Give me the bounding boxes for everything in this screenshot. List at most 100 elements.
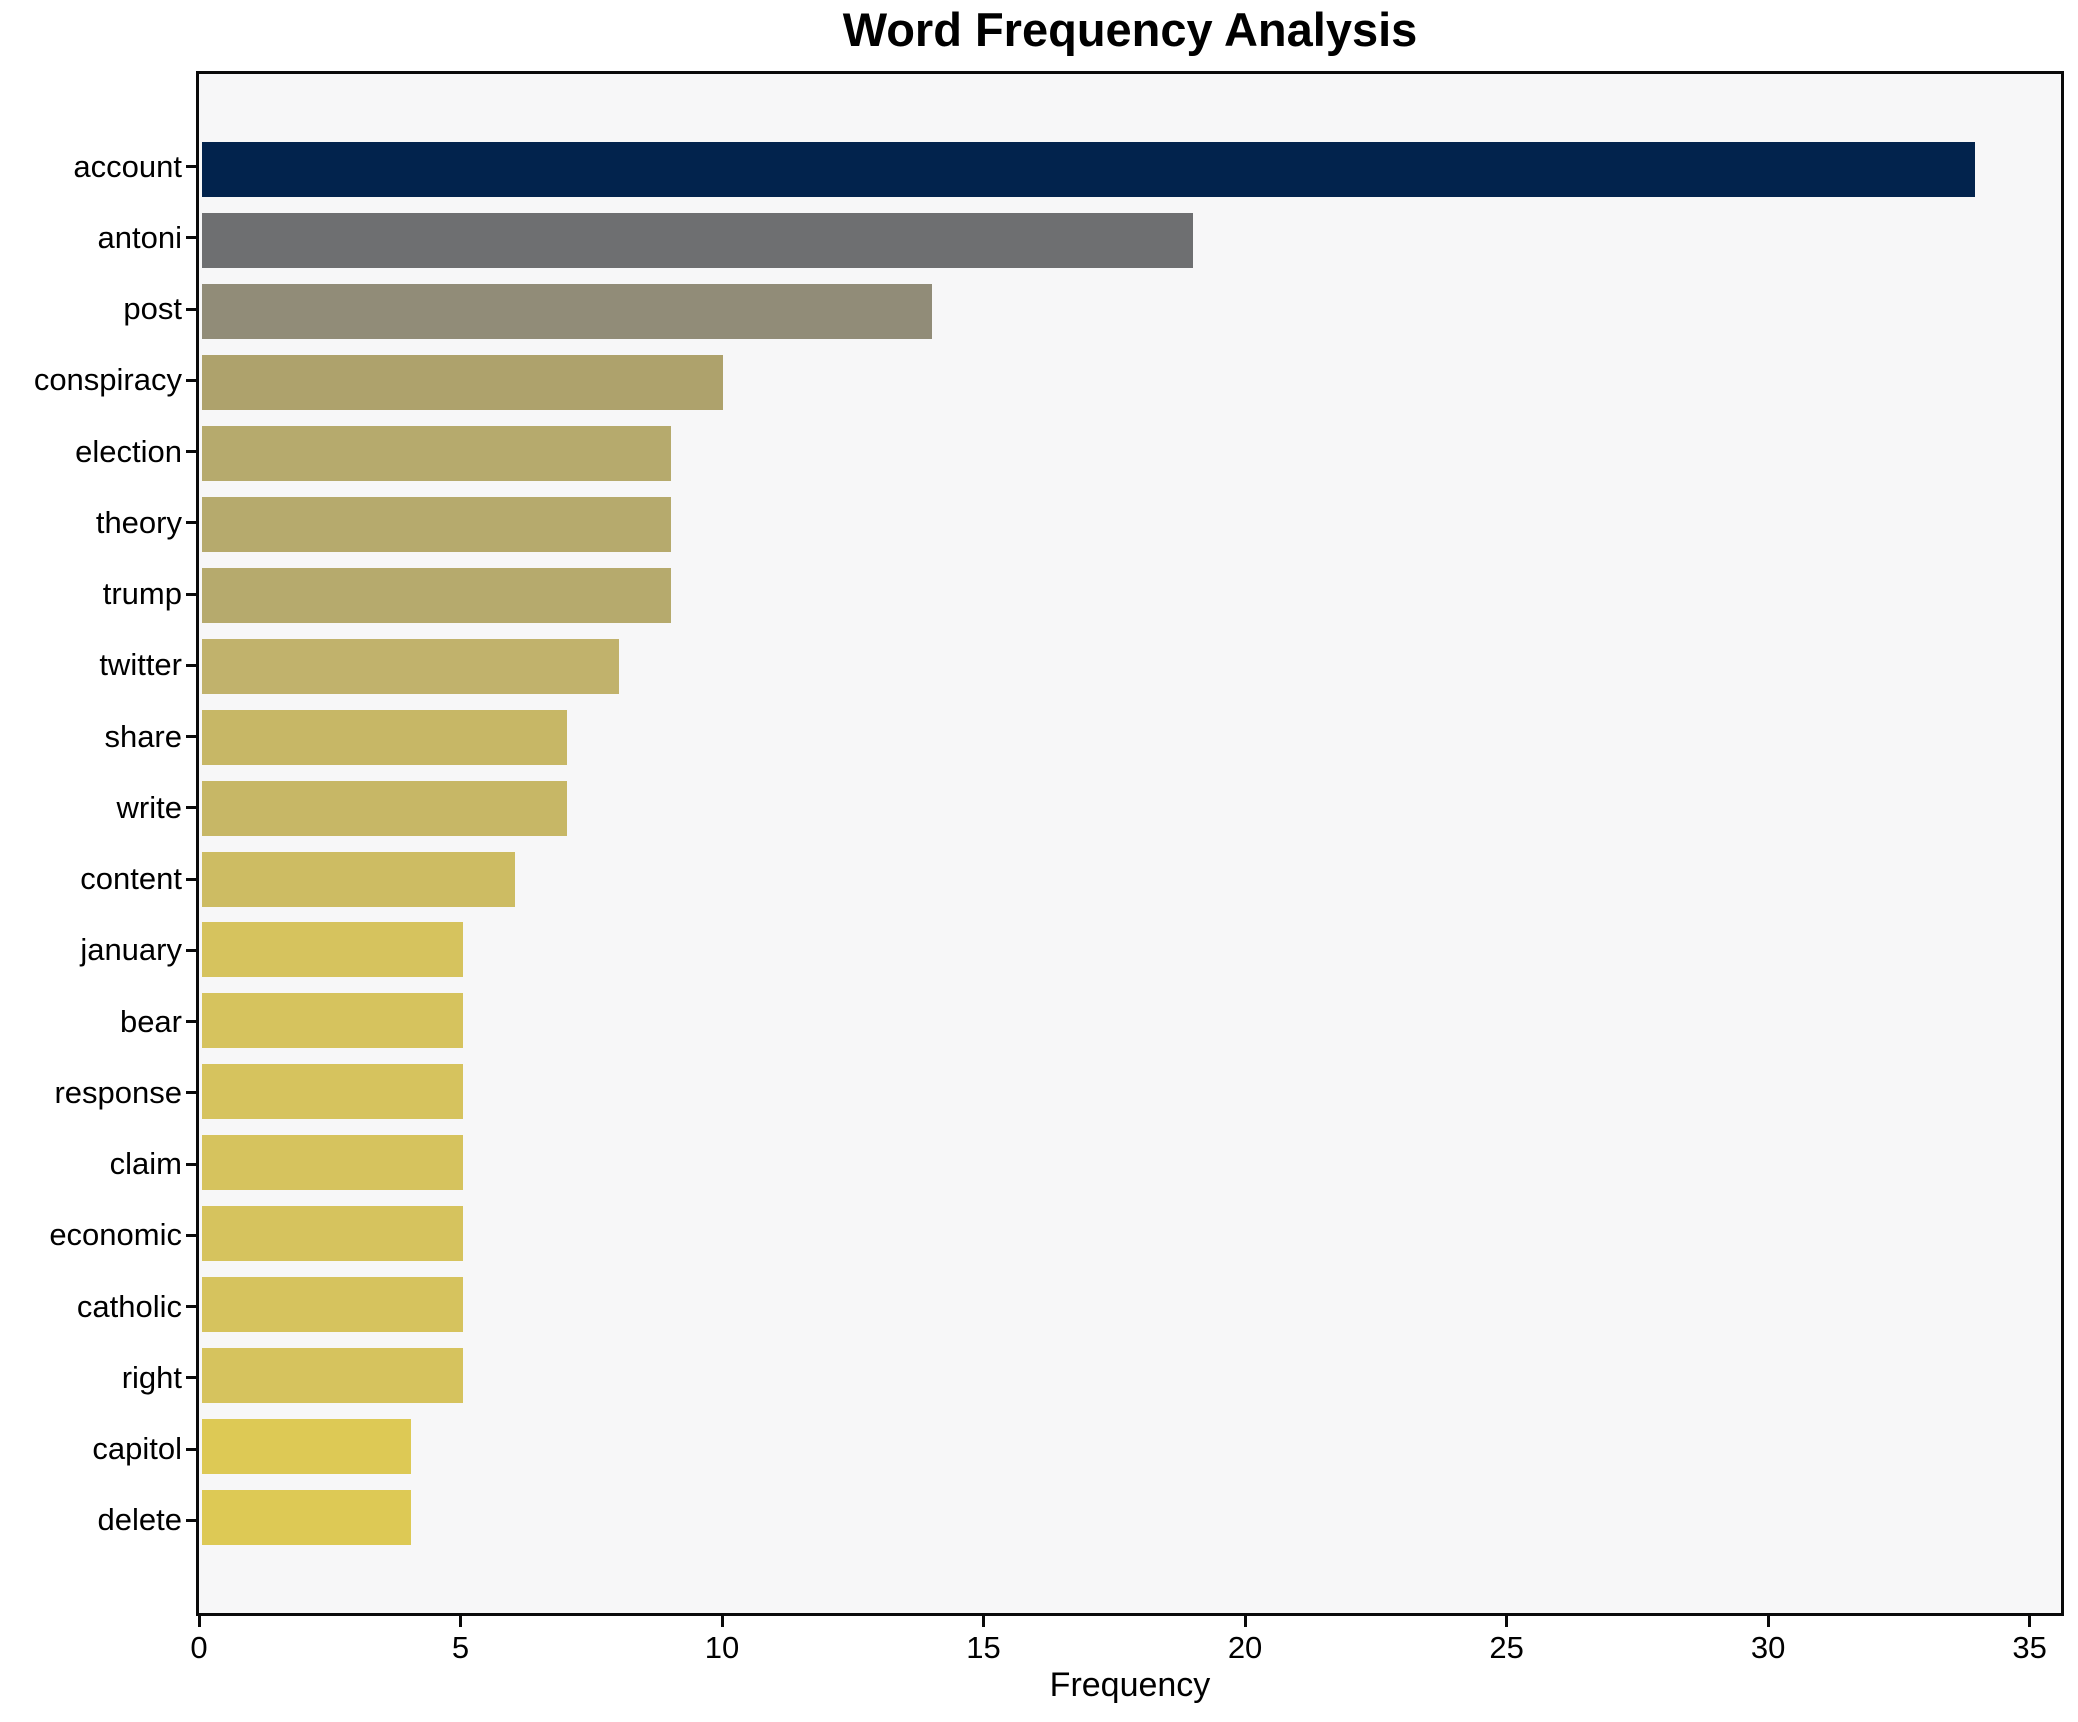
- bar-theory: [202, 496, 672, 552]
- y-tick-label-conspiracy: conspiracy: [33, 362, 182, 398]
- y-tick-label-capitol: capitol: [92, 1431, 182, 1467]
- x-tick-label-30: 30: [1750, 1630, 1786, 1665]
- x-axis: 0 5 10 15 20 25 30 35: [190, 1616, 2064, 1716]
- y-tick-mark: [186, 1091, 196, 1095]
- bar-row-content: [202, 844, 2058, 915]
- y-tick-label-claim: claim: [109, 1146, 182, 1182]
- x-tick-label-35: 35: [2012, 1630, 2047, 1665]
- y-tick-label-theory: theory: [95, 504, 182, 540]
- y-tick-label-economic: economic: [49, 1217, 182, 1253]
- bar-bear: [202, 993, 463, 1049]
- bar-catholic: [202, 1277, 463, 1333]
- y-tick-mark: [186, 1518, 196, 1522]
- y-tick-mark: [186, 735, 196, 739]
- bar-row-catholic: [202, 1269, 2058, 1340]
- x-tick-mark: [982, 1616, 986, 1627]
- bar-antoni: [202, 212, 1193, 268]
- y-tick-label-content: content: [80, 861, 182, 897]
- y-tick-label-response: response: [54, 1074, 182, 1110]
- bar-row-antoni: [202, 205, 2058, 276]
- y-tick-label-twitter: twitter: [99, 647, 182, 683]
- bar-account: [202, 141, 1975, 197]
- x-tick-label-20: 20: [1227, 1630, 1263, 1665]
- y-tick-label-right: right: [121, 1359, 182, 1395]
- bar-conspiracy: [202, 354, 724, 410]
- y-tick-label-share: share: [104, 718, 182, 754]
- y-tick-mark: [186, 165, 196, 169]
- y-tick-mark: [186, 1162, 196, 1166]
- bar-right: [202, 1348, 463, 1404]
- bar-row-share: [202, 702, 2058, 773]
- bar-content: [202, 851, 515, 907]
- y-tick-mark: [186, 592, 196, 596]
- y-tick-mark: [186, 236, 196, 240]
- y-tick-label-bear: bear: [119, 1003, 182, 1039]
- bar-post: [202, 283, 932, 339]
- bar-row-conspiracy: [202, 347, 2058, 418]
- y-tick-label-post: post: [123, 291, 182, 327]
- y-tick-mark: [186, 1376, 196, 1380]
- bar-election: [202, 425, 672, 481]
- y-tick-mark: [186, 806, 196, 810]
- y-tick-label-catholic: catholic: [76, 1288, 182, 1324]
- bar-row-delete: [202, 1482, 2058, 1553]
- bar-trump: [202, 567, 672, 623]
- y-tick-mark: [186, 1447, 196, 1451]
- bar-row-right: [202, 1340, 2058, 1411]
- y-tick-mark: [186, 1020, 196, 1024]
- bar-write: [202, 780, 567, 836]
- y-tick-mark: [186, 521, 196, 525]
- bar-row-account: [202, 134, 2058, 205]
- y-tick-label-delete: delete: [97, 1502, 182, 1538]
- x-tick-mark: [720, 1616, 724, 1627]
- bar-january: [202, 922, 463, 978]
- bar-row-twitter: [202, 631, 2058, 702]
- x-tick-mark: [1243, 1616, 1247, 1627]
- bar-delete: [202, 1490, 411, 1546]
- x-tick-label-15: 15: [966, 1630, 1001, 1665]
- x-tick-mark: [2028, 1616, 2032, 1627]
- bar-row-post: [202, 276, 2058, 347]
- bar-economic: [202, 1206, 463, 1262]
- bar-row-january: [202, 914, 2058, 985]
- y-tick-mark: [186, 378, 196, 382]
- y-tick-mark: [186, 948, 196, 952]
- x-tick-mark: [459, 1616, 463, 1627]
- bar-twitter: [202, 638, 620, 694]
- y-tick-label-write: write: [116, 789, 182, 825]
- bar-claim: [202, 1135, 463, 1191]
- y-tick-label-account: account: [73, 148, 182, 184]
- y-tick-mark: [186, 1233, 196, 1237]
- bar-share: [202, 709, 567, 765]
- bar-row-election: [202, 418, 2058, 489]
- bar-row-capitol: [202, 1411, 2058, 1482]
- x-tick-mark: [1505, 1616, 1509, 1627]
- bar-response: [202, 1064, 463, 1120]
- x-tick-mark: [197, 1616, 201, 1627]
- bar-row-claim: [202, 1127, 2058, 1198]
- bar-row-write: [202, 773, 2058, 844]
- bar-row-bear: [202, 985, 2058, 1056]
- x-tick-label-25: 25: [1489, 1630, 1524, 1665]
- x-tick-label-10: 10: [704, 1630, 740, 1665]
- y-tick-mark: [186, 663, 196, 667]
- x-tick-mark: [1766, 1616, 1770, 1627]
- chart-title: Word Frequency Analysis: [842, 3, 1418, 56]
- y-tick-mark: [186, 877, 196, 881]
- bar-capitol: [202, 1419, 411, 1475]
- x-tick-label-5: 5: [451, 1630, 470, 1665]
- bar-row-theory: [202, 489, 2058, 560]
- bar-row-trump: [202, 560, 2058, 631]
- y-axis: account antoni post conspiracy election theor…: [0, 71, 196, 1616]
- y-tick-label-election: election: [75, 433, 182, 469]
- bar-row-response: [202, 1056, 2058, 1127]
- bar-row-economic: [202, 1198, 2058, 1269]
- y-tick-mark: [186, 1305, 196, 1309]
- y-tick-mark: [186, 307, 196, 311]
- x-axis-label: Frequency: [1049, 1666, 1211, 1704]
- y-tick-mark: [186, 450, 196, 454]
- bars-container: [202, 77, 2058, 1610]
- y-tick-label-january: january: [80, 932, 182, 968]
- plot-area: [196, 71, 2064, 1616]
